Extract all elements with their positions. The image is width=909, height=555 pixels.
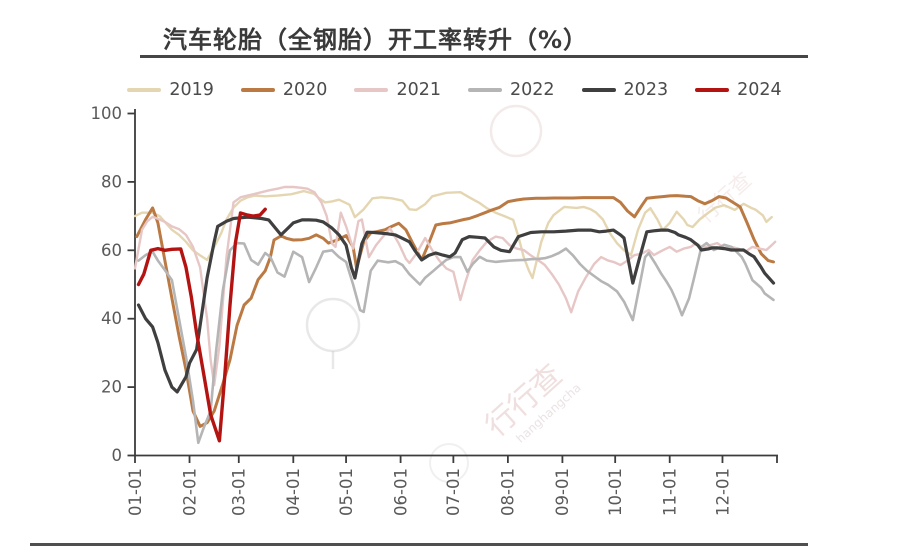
legend-label-2022: 2022 (510, 80, 555, 100)
series-line-2020 (135, 194, 775, 428)
x-tick-label: 04-01 (284, 468, 303, 516)
series-line-2021 (133, 185, 777, 387)
x-tick-label: 10-01 (606, 468, 625, 516)
x-tick-label: 05-01 (337, 468, 356, 516)
legend-label-2023: 2023 (623, 80, 669, 100)
watermark-logo-icon (305, 297, 361, 353)
legend-item-2020: 2020 (240, 80, 328, 100)
x-tick-label: 06-01 (391, 468, 410, 516)
legend-label-2024: 2024 (737, 80, 782, 100)
legend-swatch-2020 (240, 88, 275, 92)
y-tick-label: 0 (112, 446, 123, 465)
y-tick-label: 40 (101, 309, 122, 328)
legend-swatch-2019 (127, 88, 162, 92)
figure-bottom-divider (30, 543, 808, 546)
series-line-2019 (133, 189, 773, 280)
legend-label-2020: 2020 (282, 80, 328, 100)
legend-label-2021: 2021 (396, 80, 441, 100)
y-tick-label: 20 (101, 378, 122, 397)
x-tick-label: 11-01 (660, 468, 679, 516)
legend-item-2023: 2023 (581, 80, 669, 100)
legend-swatch-2021 (354, 88, 389, 92)
y-tick-label: 80 (101, 172, 122, 191)
x-tick-label: 09-01 (553, 468, 572, 516)
legend-swatch-2023 (581, 88, 616, 92)
watermark-logo-icon (489, 104, 543, 158)
x-tick-label: 12-01 (713, 468, 732, 516)
x-tick-label: 03-01 (230, 468, 249, 516)
x-tick-label: 01-01 (126, 468, 145, 516)
legend-item-2024: 2024 (695, 80, 782, 100)
x-tick-label: 07-01 (444, 468, 463, 516)
title-underline-divider (140, 55, 808, 58)
legend-label-2019: 2019 (169, 80, 214, 100)
x-tick-label: 08-01 (499, 468, 518, 516)
legend-swatch-2024 (695, 88, 730, 92)
legend-item-2022: 2022 (468, 80, 555, 100)
x-tick-label: 02-01 (180, 468, 199, 516)
y-tick-label: 100 (91, 104, 123, 123)
chart-title: 汽车轮胎（全钢胎）开工率转升（%） (163, 26, 589, 54)
chart-legend: 2019 2020 2021 2022 2023 2024 (0, 80, 909, 100)
series-line-2022 (137, 241, 775, 445)
legend-item-2019: 2019 (127, 80, 214, 100)
series-line-2024 (136, 207, 267, 443)
axes: 0 20 40 60 80 100 01-01 02-01 03-01 04-01 05-01 06-… (91, 104, 778, 516)
y-tick-label: 60 (101, 241, 122, 260)
legend-item-2021: 2021 (354, 80, 441, 100)
legend-swatch-2022 (468, 88, 502, 92)
watermark-logo-icon (429, 443, 469, 483)
